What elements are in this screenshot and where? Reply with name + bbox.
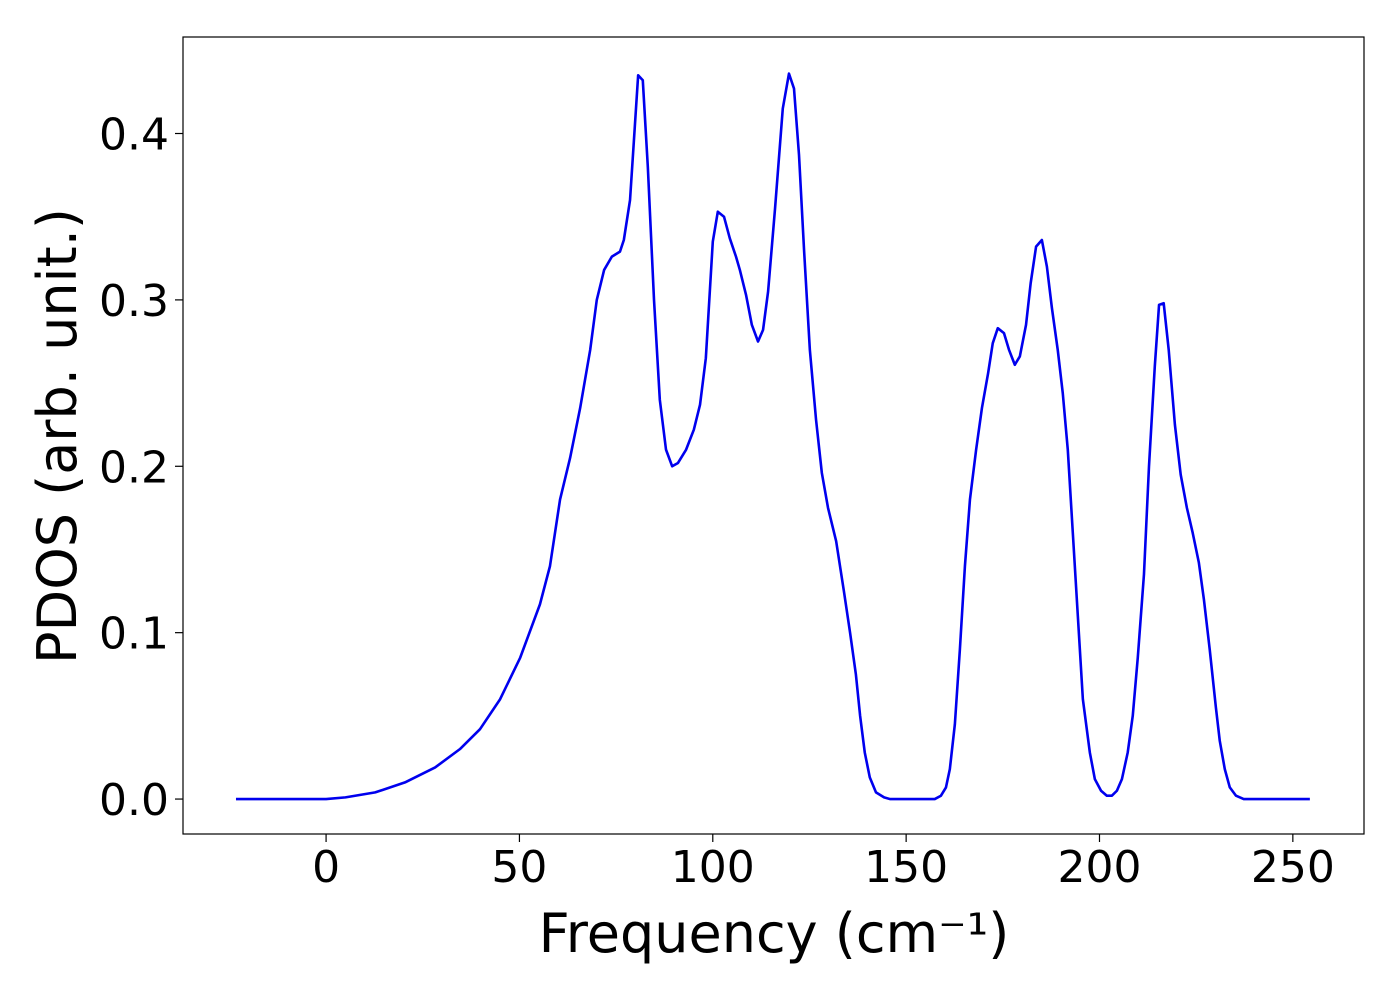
- x-tick-label: 0: [312, 842, 340, 893]
- x-tick-label: 150: [864, 842, 948, 893]
- y-tick-label: 0.4: [99, 110, 169, 161]
- y-axis-label: PDOS (arb. unit.): [26, 208, 89, 664]
- y-tick-label: 0.1: [99, 609, 169, 660]
- x-axis-label: Frequency (cm⁻¹): [539, 902, 1010, 965]
- data-line: [235, 72, 1310, 801]
- x-tick-label: 250: [1251, 842, 1335, 893]
- y-tick-label: 0.0: [99, 775, 169, 826]
- x-tick-label: 50: [491, 842, 547, 893]
- y-tick-label: 0.3: [99, 276, 169, 327]
- y-tick-label: 0.2: [99, 442, 169, 493]
- plot-frame: [182, 36, 1365, 835]
- x-tick-label: 100: [671, 842, 755, 893]
- x-tick-label: 200: [1058, 842, 1142, 893]
